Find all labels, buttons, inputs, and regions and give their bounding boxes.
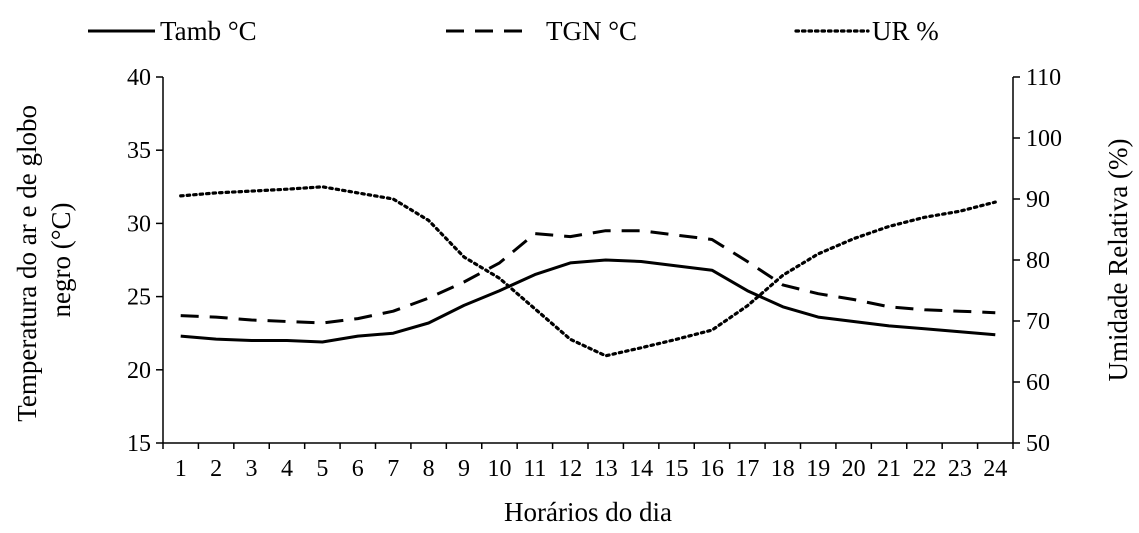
left-y-axis-title-line-2: negro (°C)	[46, 202, 76, 317]
x-tick-label: 10	[487, 456, 511, 482]
left-y-axis: 15 20 25 30 35 40	[127, 65, 164, 457]
right-y-tick-label: 70	[1026, 309, 1050, 335]
x-axis-title: Horários do dia	[504, 497, 672, 527]
x-tick-label: 4	[281, 456, 293, 482]
left-y-axis-title: Temperatura do ar e de globo negro (°C)	[12, 98, 76, 421]
x-tick-label: 15	[665, 456, 689, 482]
x-tick-label: 5	[316, 456, 328, 482]
right-y-axis-title: Umidade Relativa (%)	[1103, 139, 1133, 382]
x-tick-label: 19	[806, 456, 830, 482]
x-tick-label: 17	[735, 456, 759, 482]
x-tick-label: 14	[629, 456, 653, 482]
x-tick-label: 21	[877, 456, 901, 482]
x-tick-label: 3	[246, 456, 258, 482]
x-tick-label: 22	[912, 456, 936, 482]
series-lines	[179, 185, 997, 358]
x-tick-label: 13	[594, 456, 618, 482]
right-y-tick-label: 110	[1026, 65, 1061, 91]
left-y-axis-title-line-1: Temperatura do ar e de globo	[12, 105, 42, 422]
legend-label-ur: UR %	[872, 16, 939, 46]
right-y-tick-label: 90	[1026, 187, 1050, 213]
x-tick-label: 11	[523, 456, 546, 482]
x-tick-label: 20	[842, 456, 866, 482]
right-y-tick-label: 50	[1026, 431, 1050, 457]
left-y-tick-label: 15	[127, 431, 151, 457]
left-y-tick-label: 30	[127, 211, 151, 237]
x-tick-label: 9	[458, 456, 470, 482]
x-tick-label: 18	[771, 456, 795, 482]
right-y-tick-label: 60	[1026, 370, 1050, 396]
series-line-tgn-c	[180, 229, 996, 325]
x-axis: 1 2 3 4 5 6 7 8 9 10 11 12 13 14 15 16 17 18 19 20 21 22 23 24	[162, 442, 1014, 482]
right-y-tick-label: 80	[1026, 248, 1050, 274]
legend: Tamb °C TGN °C UR %	[88, 16, 939, 46]
x-tick-label: 16	[700, 456, 724, 482]
x-tick-label: 2	[210, 456, 222, 482]
left-y-tick-label: 35	[127, 138, 151, 164]
x-tick-label: 1	[175, 456, 187, 482]
series-line-tamb-c	[180, 258, 996, 344]
left-y-tick-label: 40	[127, 65, 151, 91]
right-y-axis: 50 60 70 80 90 100 110	[1012, 65, 1062, 457]
series-line-ur	[179, 185, 997, 358]
x-tick-label: 12	[558, 456, 582, 482]
x-tick-label: 7	[387, 456, 399, 482]
x-tick-label: 24	[983, 456, 1007, 482]
right-y-tick-label: 100	[1026, 126, 1062, 152]
x-tick-label: 23	[948, 456, 972, 482]
legend-label-tgn-c: TGN °C	[546, 16, 637, 46]
x-tick-label: 8	[423, 456, 435, 482]
left-y-tick-label: 25	[127, 285, 151, 311]
legend-label-tamb-c: Tamb °C	[160, 16, 257, 46]
x-tick-label: 6	[352, 456, 364, 482]
left-y-tick-label: 20	[127, 358, 151, 384]
